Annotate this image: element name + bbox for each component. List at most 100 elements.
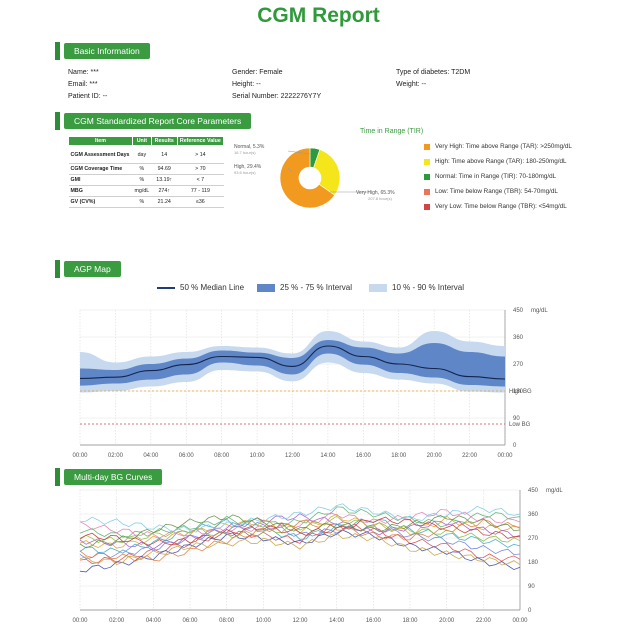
legend-swatch bbox=[424, 203, 430, 210]
serial-number-field: Serial Number: 2222276Y7Y bbox=[232, 93, 322, 100]
email-field: Email: *** bbox=[68, 81, 98, 88]
table-cell: % bbox=[132, 174, 152, 186]
table-cell: > 14 bbox=[177, 145, 224, 164]
legend-label: 50 % Median Line bbox=[180, 283, 245, 292]
day-curve bbox=[79, 518, 521, 554]
section-title: Multi-day BG Curves bbox=[64, 469, 163, 485]
x-tick-label: 22:00 bbox=[462, 453, 478, 459]
table-row: GMI % 13.19↑ < 7 bbox=[68, 174, 224, 186]
legend-swatch bbox=[257, 283, 275, 292]
table-cell: 77 - 119 bbox=[177, 185, 224, 197]
section-header-multi: Multi-day BG Curves bbox=[55, 468, 163, 486]
section-marker bbox=[55, 260, 60, 278]
y-tick-label: 270 bbox=[513, 362, 524, 368]
column-header: Item bbox=[68, 136, 133, 146]
legend-swatch bbox=[424, 158, 430, 165]
table-cell: ≤36 bbox=[177, 196, 224, 208]
legend-label: High: Time above Range (TAR): 180-250mg/… bbox=[435, 158, 567, 165]
agp-chart: 0 90 180 270 360 450 00:00 02:00 04:00 06:00 08:00… bbox=[72, 308, 548, 459]
name-field: Name: *** bbox=[68, 69, 99, 76]
core-parameters-table: Item Unit Results Reference Value CGM As… bbox=[68, 136, 225, 208]
x-tick-label: 08:00 bbox=[219, 618, 235, 624]
x-tick-label: 12:00 bbox=[292, 618, 308, 624]
day-curve bbox=[79, 532, 521, 566]
table-cell: % bbox=[132, 163, 152, 175]
agp-legend-median: 50 % Median Line bbox=[157, 283, 244, 292]
table-row: CGM Assessment Days day 14 > 14 bbox=[68, 145, 224, 164]
table-cell: 94.69 bbox=[151, 163, 178, 175]
y-tick-label: 0 bbox=[528, 608, 532, 614]
section-title: CGM Standardized Report Core Parameters bbox=[64, 113, 252, 129]
median-line bbox=[79, 345, 506, 380]
pie-slice-high bbox=[313, 149, 341, 196]
legend-label: Normal: Time in Range (TIR): 70-180mg/dL bbox=[435, 173, 557, 180]
y-tick-label: 270 bbox=[528, 536, 539, 542]
section-header-agp: AGP Map bbox=[55, 260, 121, 278]
column-header: Reference Value bbox=[176, 136, 225, 146]
band-25-75 bbox=[80, 340, 505, 387]
y-axis-label: mg/dL bbox=[546, 488, 563, 494]
y-tick-label: 450 bbox=[528, 488, 539, 494]
tir-legend-low: Low: Time below Range (TBR): 54-70mg/dL bbox=[424, 188, 558, 195]
x-tick-label: 16:00 bbox=[366, 618, 382, 624]
x-tick-label: 14:00 bbox=[329, 618, 345, 624]
section-marker bbox=[55, 112, 60, 130]
legend-line bbox=[157, 286, 175, 289]
x-tick-label: 22:00 bbox=[476, 618, 492, 624]
tir-label-high-hours: 93.6 hour(s) bbox=[234, 170, 256, 175]
patient-id-field: Patient ID: -- bbox=[68, 93, 108, 100]
tir-donut-chart: Normal, 5.3% 16.7 hour(s) High, 29.4% 93… bbox=[234, 144, 395, 209]
tir-title: Time in Range (TIR) bbox=[360, 128, 424, 135]
legend-label: Very High: Time above Range (TAR): >250m… bbox=[435, 143, 572, 150]
legend-label: Very Low: Time below Range (TBR): <54mg/… bbox=[435, 203, 567, 210]
table-cell: MBG bbox=[68, 185, 133, 197]
threshold-label: High BG bbox=[509, 389, 532, 395]
tir-label-normal: Normal, 5.3% bbox=[234, 144, 265, 150]
legend-swatch bbox=[424, 173, 430, 180]
y-tick-label: 180 bbox=[513, 389, 524, 395]
x-tick-label: 00:00 bbox=[72, 453, 88, 459]
section-title: Basic Information bbox=[64, 43, 150, 59]
table-cell: 274↑ bbox=[151, 185, 178, 197]
x-tick-label: 04:00 bbox=[146, 618, 162, 624]
x-tick-label: 12:00 bbox=[285, 453, 301, 459]
y-tick-label: 360 bbox=[528, 512, 539, 518]
x-tick-label: 00:00 bbox=[512, 618, 528, 624]
day-curve bbox=[79, 516, 521, 547]
agp-legend-iqr: 25 % - 75 % Interval bbox=[257, 283, 352, 292]
agp-legend-outer: 10 % - 90 % Interval bbox=[369, 283, 464, 292]
day-curve bbox=[79, 518, 521, 562]
x-tick-label: 10:00 bbox=[256, 618, 272, 624]
table-cell: < 7 bbox=[177, 174, 224, 186]
legend-swatch bbox=[424, 188, 430, 195]
section-marker bbox=[55, 468, 60, 486]
table-row: GV (CV%) % 21.24 ≤36 bbox=[68, 196, 224, 208]
day-curve bbox=[79, 513, 521, 550]
legend-label: Low: Time below Range (TBR): 54-70mg/dL bbox=[435, 188, 558, 195]
table-header-row: Item Unit Results Reference Value bbox=[68, 136, 225, 146]
y-tick-label: 90 bbox=[513, 416, 520, 422]
x-tick-label: 06:00 bbox=[179, 453, 195, 459]
table-cell: CGM Assessment Days bbox=[68, 145, 133, 164]
day-curve bbox=[79, 529, 521, 573]
day-curve bbox=[79, 509, 521, 539]
table-cell: 14 bbox=[151, 145, 178, 164]
column-header: Results bbox=[150, 136, 178, 146]
x-tick-label: 18:00 bbox=[402, 618, 418, 624]
y-tick-label: 0 bbox=[513, 443, 517, 449]
table-cell: day bbox=[132, 145, 152, 164]
page-title: CGM Report bbox=[257, 4, 380, 27]
day-curve bbox=[79, 514, 521, 549]
tir-legend-high: High: Time above Range (TAR): 180-250mg/… bbox=[424, 158, 566, 165]
x-tick-label: 02:00 bbox=[109, 618, 125, 624]
x-tick-label: 20:00 bbox=[427, 453, 443, 459]
legend-swatch bbox=[369, 283, 387, 292]
table-cell: % bbox=[132, 196, 152, 208]
x-tick-label: 04:00 bbox=[143, 453, 159, 459]
table-cell: GV (CV%) bbox=[68, 196, 133, 208]
pie-slice-very-high bbox=[279, 147, 336, 209]
table-row: CGM Coverage Time % 94.69 > 70 bbox=[68, 163, 224, 175]
table-cell: > 70 bbox=[177, 163, 224, 175]
y-tick-label: 360 bbox=[513, 335, 524, 341]
x-tick-label: 14:00 bbox=[320, 453, 336, 459]
